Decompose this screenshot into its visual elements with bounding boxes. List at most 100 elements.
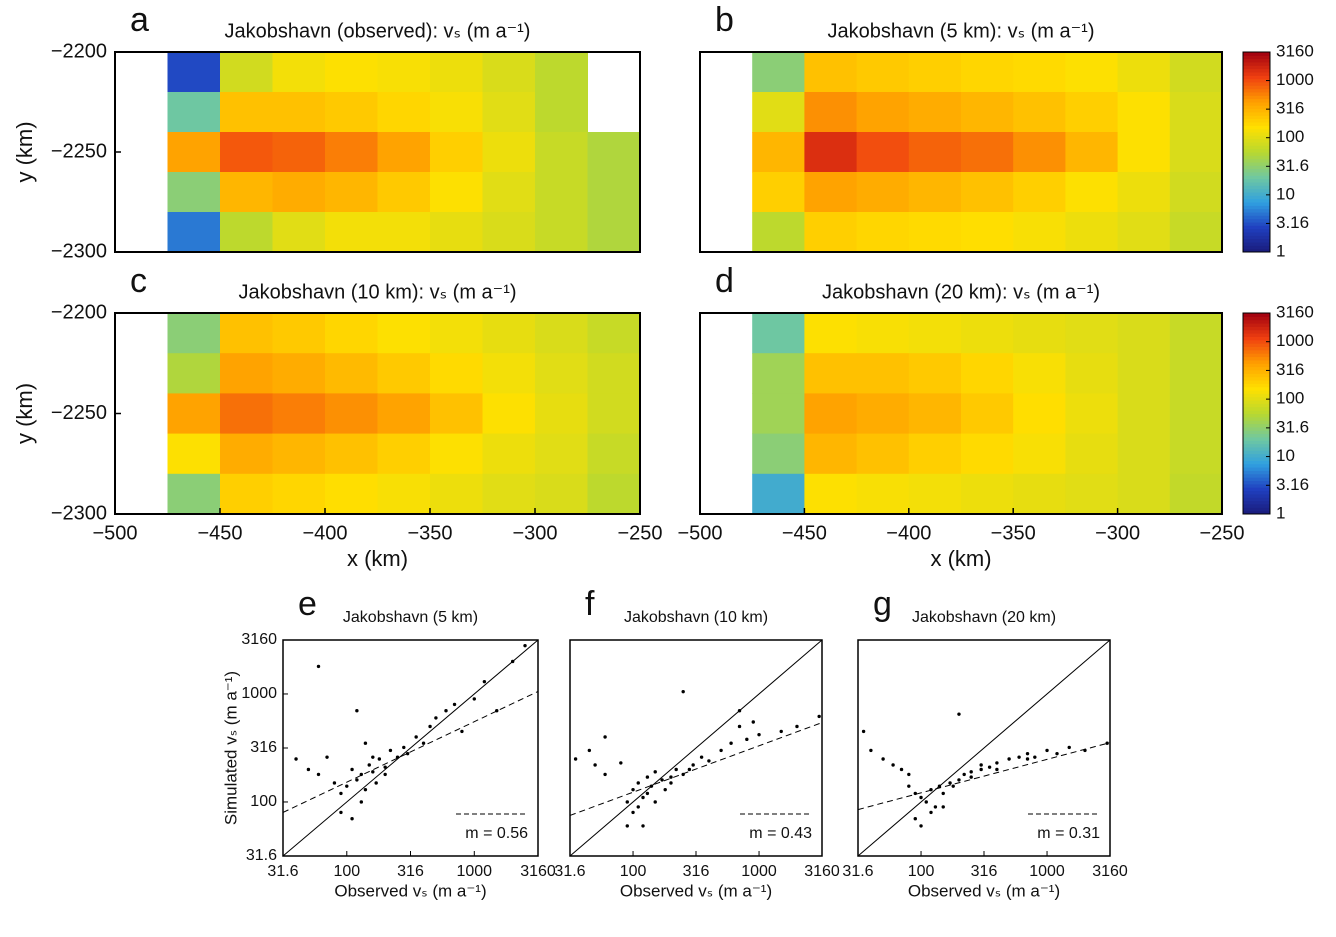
- fit-annotation: m = 0.56: [465, 825, 528, 842]
- heatmap-cell: [1169, 132, 1223, 173]
- colorbar-segment: [1243, 510, 1270, 515]
- colorbar-tick-label: 316: [1276, 99, 1304, 118]
- heatmap-cell: [1117, 52, 1171, 93]
- heatmap-cell: [377, 212, 431, 253]
- heatmap-cell: [1013, 433, 1066, 475]
- colorbar-segment: [1243, 192, 1270, 196]
- scatter-point: [957, 778, 961, 782]
- scatter-point: [951, 784, 955, 788]
- scatter-point: [359, 800, 364, 804]
- y-tick-label: 3160: [241, 631, 277, 648]
- colorbar-tick-label: 10: [1276, 184, 1295, 203]
- scatter-point: [495, 708, 499, 713]
- colorbar-segment: [1243, 369, 1270, 374]
- scatter-point: [452, 702, 457, 707]
- heatmap-cell: [1117, 353, 1171, 394]
- heatmap-cell: [535, 353, 588, 394]
- heatmap-cell: [430, 172, 483, 213]
- colorbar-segment: [1243, 400, 1270, 404]
- heatmap-cell: [167, 353, 221, 394]
- heatmap-cell: [752, 92, 805, 133]
- heatmap-cell: [804, 172, 858, 213]
- colorbar-segment: [1243, 349, 1270, 354]
- colorbar-tick-label: 10: [1276, 446, 1295, 465]
- heatmap-cell: [1013, 473, 1066, 515]
- scatter-point: [641, 795, 645, 800]
- heatmap-cell: [961, 212, 1014, 253]
- scatter-point: [631, 810, 635, 815]
- colorbar-segment: [1243, 212, 1270, 216]
- scatter-point: [1025, 757, 1030, 761]
- scatter-point: [861, 729, 866, 734]
- scatter-point: [359, 772, 364, 777]
- x-tick-label: −400: [302, 522, 347, 544]
- scatter-point: [603, 735, 607, 739]
- heatmap-cell: [1013, 132, 1066, 173]
- scatter-point: [881, 757, 885, 761]
- colorbar-segment: [1243, 393, 1270, 398]
- heatmap-cell: [220, 132, 273, 173]
- scatter-point: [472, 697, 476, 701]
- heatmap-cell: [430, 353, 483, 394]
- x-tick-label: 100: [620, 863, 647, 880]
- colorbar-segment: [1243, 78, 1270, 83]
- heatmap-cell: [961, 52, 1014, 93]
- heatmap-cell: [752, 212, 805, 253]
- scatter-point: [729, 741, 733, 745]
- heatmap-cell: [752, 132, 805, 173]
- colorbar-segment: [1243, 480, 1270, 485]
- x-tick-label: −350: [991, 522, 1036, 544]
- heatmap-cell: [804, 353, 858, 394]
- heatmap-cell: [1117, 473, 1171, 515]
- scatter-point: [924, 800, 928, 804]
- heatmap-cell: [377, 52, 431, 93]
- colorbar-segment: [1243, 413, 1270, 418]
- colorbar-tick-label: 1: [1276, 503, 1285, 522]
- heatmap-cell: [535, 172, 588, 213]
- x-tick-label: 1000: [1029, 863, 1065, 880]
- heatmap-cell: [272, 473, 326, 515]
- colorbar-segment: [1243, 122, 1270, 126]
- heatmap-cell: [1169, 353, 1223, 394]
- heatmap-cell: [908, 92, 962, 133]
- colorbar-segment: [1243, 460, 1270, 465]
- heatmap-cell: [377, 132, 431, 173]
- scatter-point: [625, 824, 629, 828]
- scatter-point: [669, 781, 673, 785]
- colorbar-segment: [1243, 483, 1270, 488]
- colorbar-segment: [1243, 138, 1270, 143]
- panel-letter: d: [715, 262, 734, 300]
- heatmap-cell: [804, 393, 858, 435]
- scatter-point: [355, 778, 359, 782]
- scatter-point: [428, 724, 432, 729]
- colorbar-segment: [1243, 85, 1270, 90]
- heatmap-cell: [856, 212, 910, 253]
- heatmap-cell: [377, 433, 431, 475]
- heatmap-cell: [272, 433, 326, 475]
- heatmap-cell: [908, 433, 962, 475]
- colorbar-segment: [1243, 198, 1270, 203]
- scatter-point: [929, 810, 933, 815]
- heatmap-cell: [856, 172, 910, 213]
- scatter-point: [681, 689, 685, 694]
- heatmap-cell: [961, 393, 1014, 435]
- heatmap-cell: [1117, 172, 1171, 213]
- scatter-point: [687, 767, 692, 772]
- heatmap-cell: [908, 52, 962, 93]
- colorbar-segment: [1243, 58, 1270, 63]
- heatmap-cell: [482, 132, 536, 173]
- heatmap-cell: [908, 172, 962, 213]
- colorbar-segment: [1243, 423, 1270, 428]
- colorbar-tick-label: 316: [1276, 360, 1304, 379]
- heatmap-cell: [856, 393, 910, 435]
- heatmap-cell: [272, 132, 326, 173]
- x-tick-label: 3160: [520, 863, 556, 880]
- scatter-point: [371, 770, 375, 774]
- scatter-point: [510, 659, 515, 664]
- scatter-point: [587, 748, 592, 753]
- heatmap-cell: [1065, 393, 1119, 435]
- colorbar-segment: [1243, 82, 1270, 86]
- x-tick-label: −450: [197, 522, 242, 544]
- heatmap-cell: [1065, 212, 1119, 253]
